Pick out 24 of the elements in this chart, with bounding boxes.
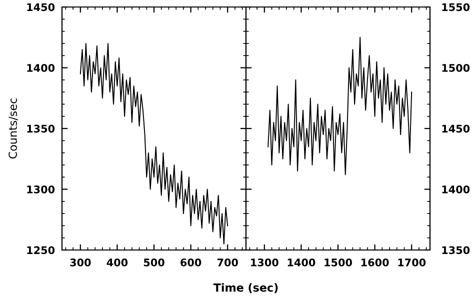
line-series: [80, 42, 228, 244]
y-tick-label: 1250: [27, 246, 55, 254]
y-tick-label: 1350: [27, 124, 55, 133]
x-tick-label: 700: [217, 258, 238, 266]
y2-tick-label: 1550: [442, 3, 470, 12]
x-tick-label: 1600: [361, 258, 389, 266]
y2-tick-label: 1500: [442, 64, 470, 72]
x-tick-label: 600: [180, 258, 202, 266]
x-tick-label: 1700: [398, 258, 426, 266]
y2-tick-label: 1450: [442, 124, 470, 133]
line-series: [268, 36, 412, 176]
y-tick-label: 1300: [27, 185, 55, 194]
x-axis-title: Time (sec): [213, 283, 278, 294]
x-tick-label: 1300: [251, 258, 278, 266]
y-axis-title: Counts/sec: [8, 98, 18, 159]
y2-tick-label: 1400: [442, 185, 470, 194]
x-tick-label: 1400: [288, 258, 316, 266]
x-tick-label: 400: [106, 258, 128, 266]
y-tick-label: 1450: [27, 3, 55, 12]
x-tick-label: 300: [70, 258, 91, 266]
y2-tick-label: 1350: [442, 246, 470, 254]
y-tick-label: 1400: [27, 64, 55, 72]
x-tick-label: 500: [144, 258, 164, 266]
x-tick-label: 1500: [324, 258, 352, 266]
